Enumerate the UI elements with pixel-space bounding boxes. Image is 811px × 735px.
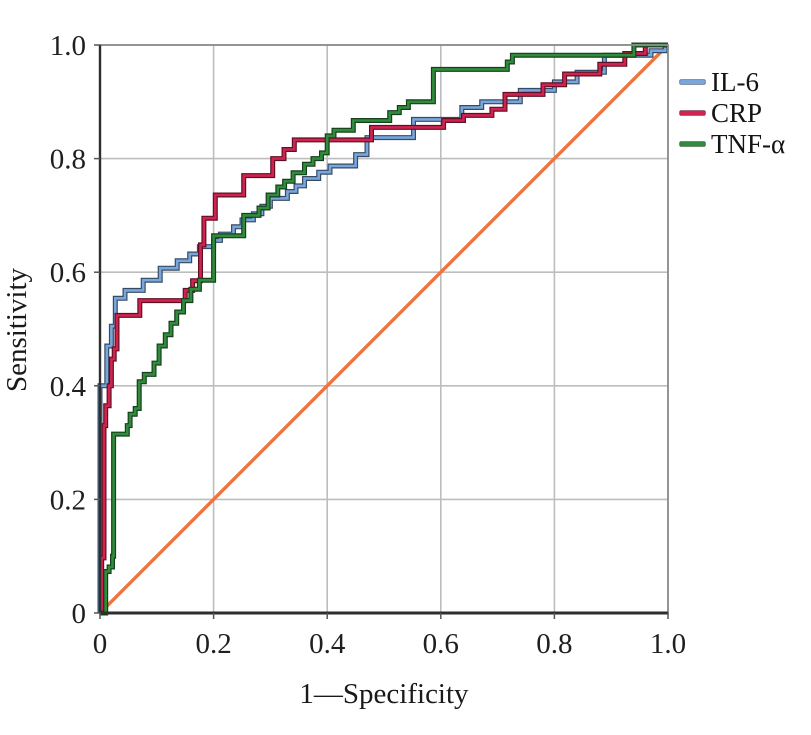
y-tick-label: 0 [72, 598, 87, 630]
x-axis-title: 1—Specificity [299, 678, 469, 710]
y-axis-title: Sensitivity [1, 267, 33, 392]
legend-label-tnfa: TNF-α [711, 129, 786, 159]
x-tick-label: 0.4 [309, 628, 346, 660]
legend-label-crp: CRP [711, 98, 763, 128]
y-tick-label: 1.0 [50, 30, 86, 62]
axes [94, 44, 669, 619]
y-tick-label: 0.8 [50, 144, 86, 176]
legend: IL-6 CRP TNF-α [680, 68, 785, 158]
x-tick-label: 0.6 [423, 628, 459, 660]
x-tick-label: 0.2 [195, 628, 231, 660]
roc-curves [97, 42, 670, 616]
roc-curve-TNF-α [100, 43, 668, 615]
roc-curve-CRP [100, 43, 668, 615]
tick-labels: 0 0.2 0.4 0.6 0.8 1.0 0 0.2 0.4 0.6 0.8 1.0 [50, 30, 686, 660]
legend-item-tnfa: TNF-α [680, 130, 785, 158]
y-tick-label: 0.2 [50, 484, 86, 516]
y-tick-label: 0.6 [50, 257, 86, 289]
legend-item-il6: IL-6 [680, 68, 785, 96]
legend-item-crp: CRP [680, 99, 785, 127]
legend-label-il6: IL-6 [711, 67, 759, 97]
tnfa-line-swatch [680, 142, 705, 146]
chance-diagonal [98, 43, 670, 615]
x-tick-label: 0 [93, 628, 108, 660]
x-tick-label: 0.8 [536, 628, 572, 660]
x-tick-label: 1.0 [650, 628, 686, 660]
crp-line-swatch [680, 111, 705, 115]
il6-line-swatch [680, 80, 705, 84]
y-tick-label: 0.4 [50, 371, 87, 403]
